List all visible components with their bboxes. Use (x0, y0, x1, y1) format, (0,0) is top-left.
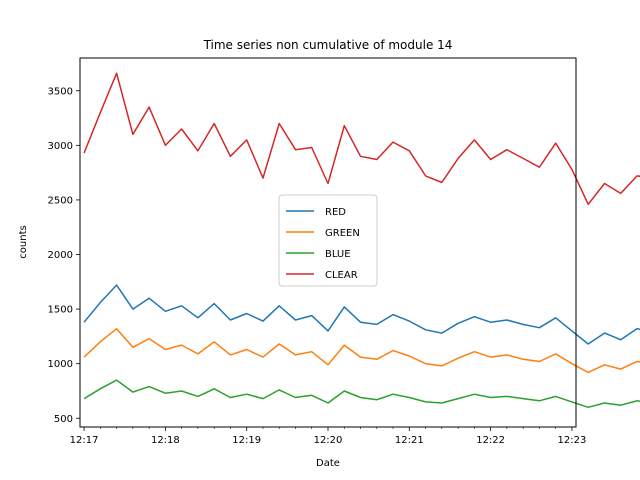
y-tick-label: 3000 (48, 141, 73, 152)
y-tick-label: 1500 (48, 305, 73, 316)
y-tick-label: 3500 (48, 86, 73, 97)
chart-title: Time series non cumulative of module 14 (203, 38, 453, 52)
x-tick-label: 12:23 (558, 435, 587, 446)
x-tick-label: 12:22 (476, 435, 505, 446)
series-line-clear (83, 72, 640, 206)
legend-label-green: GREEN (325, 228, 360, 239)
x-axis-label: Date (316, 458, 340, 469)
x-tick-label: 12:17 (70, 435, 99, 446)
y-tick-label: 500 (54, 414, 73, 425)
y-axis-label: counts (18, 225, 29, 258)
y-tick-label: 1000 (48, 359, 73, 370)
series-line-blue (83, 379, 640, 409)
legend-label-red: RED (325, 207, 346, 218)
series-line-red (83, 284, 640, 345)
x-tick-label: 12:18 (151, 435, 180, 446)
legend-label-clear: CLEAR (325, 270, 358, 281)
x-axis-ticks: 12:17 12:18 12:19 12:20 12:21 12:22 12:23 (70, 427, 587, 446)
x-tick-label: 12:20 (314, 435, 343, 446)
x-tick-label: 12:19 (232, 435, 261, 446)
plot-lines (83, 72, 640, 409)
legend-box (278, 194, 378, 287)
y-axis-ticks: 500 1000 1500 2000 2500 3000 3500 (48, 86, 80, 425)
y-tick-label: 2000 (48, 250, 73, 261)
legend-label-blue: BLUE (325, 249, 351, 260)
legend: RED GREEN BLUE CLEAR (278, 194, 378, 287)
series-line-green (83, 327, 640, 374)
y-tick-label: 2500 (48, 195, 73, 206)
x-tick-label: 12:21 (395, 435, 424, 446)
